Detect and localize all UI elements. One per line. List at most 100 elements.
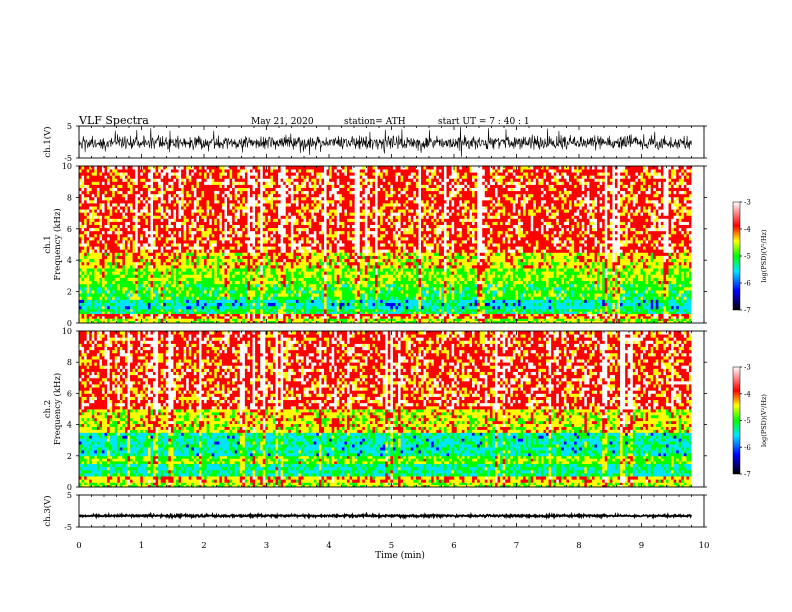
spectrogram-cell (79, 315, 82, 319)
spectrogram-cell (395, 299, 399, 303)
spectrogram-cell (528, 308, 532, 312)
spectrogram-cell (436, 280, 440, 285)
spectrogram-cell (385, 290, 389, 294)
spectrogram-cell (283, 311, 287, 314)
spectrogram-cell (375, 311, 378, 314)
spectrogram-cell (380, 320, 384, 324)
spectrogram-cell (158, 271, 162, 275)
spectrogram-cell (206, 313, 210, 317)
spectrogram-cell (640, 280, 644, 285)
spectrogram-cell (101, 308, 105, 312)
spectrogram-cell (94, 299, 98, 303)
spectrogram-cell (530, 318, 534, 322)
spectrogram-cell (204, 293, 207, 297)
spectrogram-cell (431, 264, 435, 269)
spectrogram-cell (584, 313, 588, 317)
spectrogram-cell (563, 277, 567, 282)
spectrogram-cell (512, 277, 516, 282)
spectrogram-cell (165, 315, 169, 319)
spectrogram-cell (392, 286, 396, 291)
spectrogram-cell (346, 318, 350, 322)
spectrogram-cell (558, 277, 562, 282)
spectrogram-cell (599, 318, 603, 322)
spectrogram-cell (107, 268, 110, 272)
spectrogram-cell (525, 283, 529, 288)
spectrogram-cell (683, 271, 687, 275)
spectrogram-cell (574, 320, 577, 324)
spectrogram-cell (362, 286, 366, 291)
spectrogram-cell (456, 299, 460, 303)
spectrogram-cell (81, 311, 85, 314)
spectrogram-cell (438, 318, 442, 322)
spectrogram-cell (201, 305, 205, 310)
spectrogram-cell (272, 274, 276, 278)
spectrogram-cell (489, 305, 493, 310)
spectrogram-cell (469, 318, 473, 322)
spectrogram-cell (464, 283, 468, 288)
spectrogram-cell (515, 302, 519, 307)
spectrogram-cell (81, 313, 85, 317)
spectrogram-cell (188, 308, 192, 312)
spectrogram-cell (650, 299, 654, 303)
spectrogram-cell (556, 311, 560, 314)
spectrogram-cell (428, 290, 432, 294)
spectrogram-cell (359, 274, 363, 278)
spectrogram-cell (140, 280, 144, 285)
spectrogram-cell (688, 277, 692, 282)
spectrogram-cell (147, 296, 151, 300)
spectrogram-cell (380, 308, 384, 312)
spectrogram-cell (540, 293, 544, 297)
spectrogram-cell (569, 277, 572, 282)
spectrogram-cell (505, 308, 509, 312)
spectrogram-cell (423, 320, 427, 324)
spectrogram-cell (576, 296, 580, 300)
spectrogram-cell (186, 296, 190, 300)
spectrogram-cell (663, 268, 667, 272)
spectrogram-cell (119, 290, 123, 294)
spectrogram-cell (135, 293, 139, 297)
spectrogram-cell (533, 299, 537, 303)
spectrogram-cell (530, 290, 534, 294)
spectrogram-cell (507, 280, 511, 285)
spectrogram-cell (517, 320, 521, 324)
spectrogram-cell (165, 299, 169, 303)
spectrogram-cell (487, 280, 491, 285)
spectrogram-cell (594, 277, 598, 282)
spectrogram-cell (569, 271, 572, 275)
spectrogram-cell (326, 318, 330, 322)
spectrogram-cell (622, 286, 626, 291)
spectrogram-cell (153, 277, 156, 282)
spectrogram-cell (579, 313, 583, 317)
spectrogram-cell (96, 311, 100, 314)
spectrogram-cell (489, 318, 493, 322)
spectrogram-cell (234, 274, 238, 278)
spectrogram-cell (561, 290, 565, 294)
spectrogram-cell (270, 318, 274, 322)
spectrogram-cell (676, 271, 680, 275)
spectrogram-cell (204, 271, 207, 275)
spectrogram-cell (349, 264, 353, 269)
spectrogram-cell (678, 308, 682, 312)
spectrogram-cell (390, 290, 394, 294)
spectrogram-cell (648, 293, 652, 297)
spectrogram-cell (591, 271, 595, 275)
spectrogram-cell (237, 305, 241, 310)
spectrogram-cell (359, 311, 363, 314)
spectrogram-cell (423, 313, 427, 317)
spectrogram-cell (285, 264, 289, 269)
spectrogram-cell (540, 271, 544, 275)
spectrogram-cell (114, 286, 118, 291)
spectrogram-cell (150, 315, 154, 319)
spectrogram-cell (173, 305, 177, 310)
spectrogram-cell (173, 311, 177, 314)
spectrogram-cell (349, 277, 353, 282)
spectrogram-cell (408, 286, 412, 291)
spectrogram-cell (272, 261, 276, 266)
spectrogram-cell (660, 313, 664, 317)
spectrogram-cell (500, 293, 503, 297)
spectrogram-cell (627, 293, 631, 297)
spectrogram-cell (614, 311, 618, 314)
spectrogram-cell (311, 302, 315, 307)
spectrogram-cell (630, 283, 634, 288)
spectrogram-cell (91, 313, 95, 317)
